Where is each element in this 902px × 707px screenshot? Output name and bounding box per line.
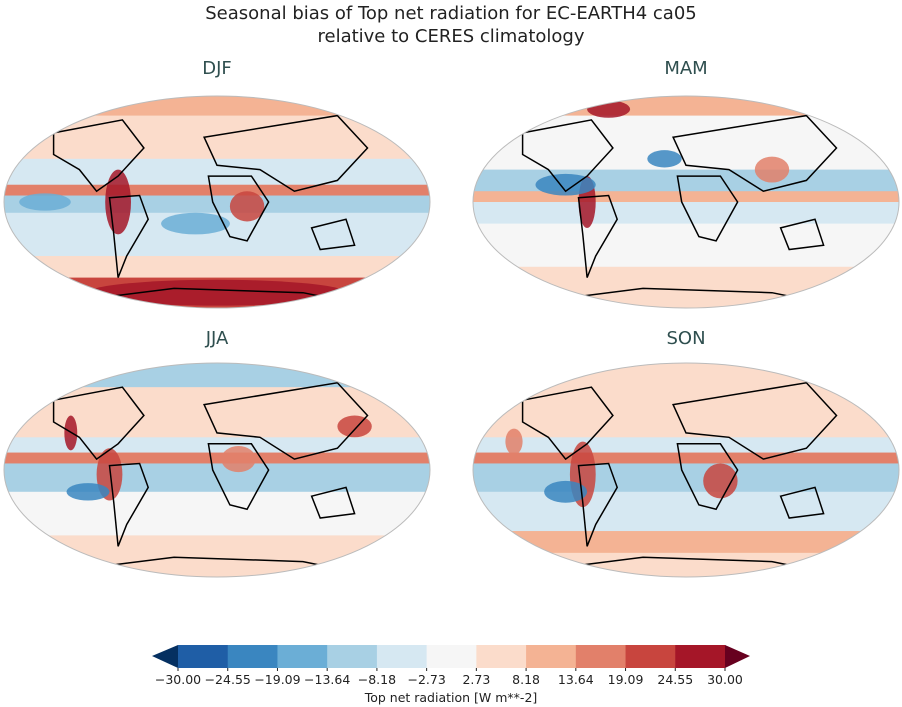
bias-region [535,173,596,196]
bias-band [473,202,899,225]
bias-band [473,531,899,554]
coastline [672,114,838,193]
coastline [779,218,825,251]
panel-title-mam: MAM [664,58,708,79]
map-boundary [472,95,900,309]
bias-band [4,363,430,388]
coastline [52,119,145,193]
colorbar-tick-label: −30.00 [154,672,202,687]
colorbar-tick-label: 13.64 [557,672,594,687]
map-jja [3,362,431,578]
colorbar-bin [327,645,378,668]
coastline [203,114,369,193]
bias-band [4,96,430,117]
bias-band [473,115,899,171]
colorbar-extend-high [725,645,750,668]
colorbar [152,645,750,671]
bias-region [88,279,346,306]
bias-region [66,483,110,501]
bias-region [161,212,230,235]
coastline [521,386,614,461]
colorbar-bin [426,645,477,668]
coastline [203,381,369,460]
map-son [472,362,900,578]
coastline [676,175,739,242]
coastline [676,443,739,511]
coastline [310,218,356,251]
colorbar-bin [277,645,328,668]
coastline [577,462,619,547]
colorbar-tick-label: 2.73 [462,672,491,687]
bias-region [505,428,523,455]
colorbar-bin [526,645,577,668]
panel-title-son: SON [666,328,706,349]
coastline [779,486,825,519]
bias-band [4,115,430,160]
colorbar-tick-label: 19.09 [607,672,644,687]
bias-band [473,266,899,308]
coastline [52,386,145,461]
colorbar-tick-label: −24.55 [204,672,251,687]
coastline [672,381,838,460]
colorbar-bin [376,645,428,668]
colorbar-bin [625,645,676,668]
bias-band [473,452,899,464]
bias-band [473,169,899,192]
colorbar-extend-low [152,645,178,668]
map-boundary [3,362,431,578]
panel-title-djf: DJF [202,58,232,79]
colorbar-bin [476,645,527,668]
coastline [108,194,150,278]
bias-band [473,491,899,532]
map-boundary [3,95,431,309]
figure-title-line-1: Seasonal bias of Top net radiation for E… [205,3,697,24]
bias-band [4,184,430,197]
bias-region [544,480,588,503]
map-mam [472,95,900,309]
bias-region [647,150,682,168]
colorbar-tick-label: 30.00 [707,672,743,687]
colorbar-bin [575,645,627,668]
bias-band [4,256,430,279]
coastline [521,119,614,193]
bias-band [4,535,430,577]
colorbar-bin [178,645,229,668]
coastline [577,194,619,278]
colorbar-tick-label: −13.64 [304,672,351,687]
bias-region [105,169,131,235]
bias-band [473,191,899,203]
bias-region [703,463,738,499]
bias-band [4,158,430,186]
bias-band [473,223,899,268]
map-boundary [472,362,900,578]
bias-region [337,415,372,438]
colorbar-tick-label: 24.55 [657,672,694,687]
bias-band [473,552,899,577]
bias-region [19,193,71,211]
coastline [207,175,270,242]
coastline [108,462,150,547]
colorbar-bin [675,645,726,668]
colorbar-tick-label: 8.18 [512,672,540,687]
map-djf [3,95,431,309]
colorbar-tick-label: −19.09 [254,672,301,687]
colorbar-bin [227,645,278,668]
coastline [207,443,270,511]
bias-region [754,156,790,183]
bias-region [221,446,256,473]
bias-band [4,452,430,464]
bias-band [473,96,899,117]
bias-band [473,437,899,454]
bias-band [4,491,430,536]
bias-region [229,191,265,222]
colorbar-label: Top net radiation [W m**-2] [364,690,538,705]
colorbar-tick-label: −2.73 [407,672,446,687]
colorbar-tick-label: −8.18 [357,672,397,687]
panel-title-jja: JJA [205,328,229,349]
bias-band [473,363,899,388]
figure-title-line-2: relative to CERES climatology [317,26,585,47]
coastline [310,486,356,519]
